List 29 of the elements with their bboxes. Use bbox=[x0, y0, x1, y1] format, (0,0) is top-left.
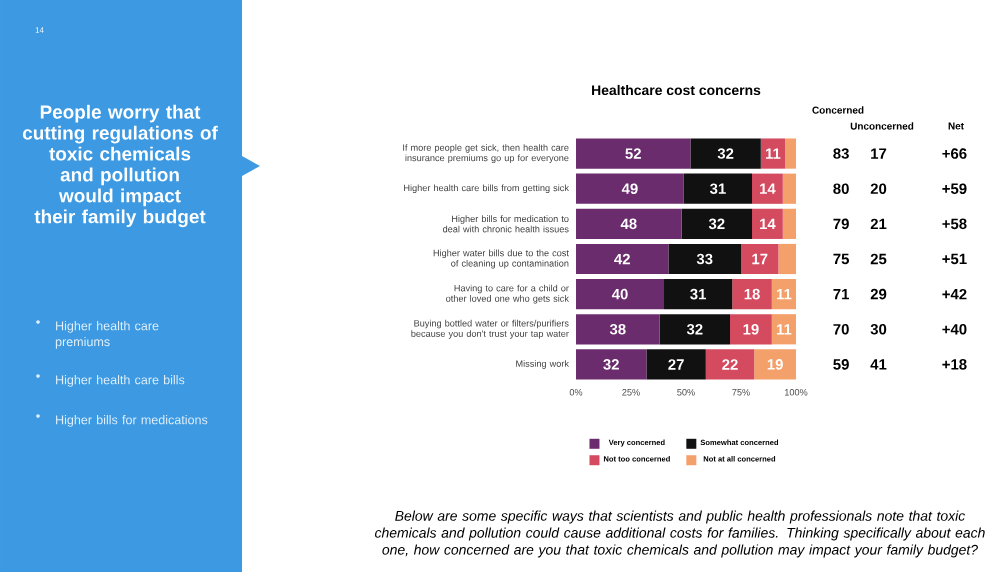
bar bbox=[771, 314, 797, 345]
bar bbox=[778, 243, 797, 275]
bar bbox=[576, 349, 647, 380]
bar bbox=[659, 314, 731, 345]
bar bbox=[664, 279, 733, 310]
bar bbox=[782, 208, 797, 239]
bar bbox=[576, 314, 660, 345]
bar bbox=[730, 314, 772, 345]
bar bbox=[782, 173, 797, 204]
bar bbox=[785, 138, 797, 169]
bar bbox=[705, 349, 755, 380]
bar bbox=[646, 349, 706, 380]
bar bbox=[576, 138, 691, 169]
text: People worry that cutting regulations of toxic chemicals and pollution would impact their family budget bbox=[22, 104, 218, 228]
bar bbox=[771, 279, 797, 310]
bar bbox=[681, 208, 753, 239]
bar bbox=[760, 138, 786, 169]
bar bbox=[668, 243, 742, 275]
bar bbox=[683, 173, 753, 204]
bar bbox=[576, 173, 684, 204]
bar bbox=[741, 243, 779, 275]
bar bbox=[754, 349, 797, 380]
bar bbox=[752, 208, 783, 239]
bar bbox=[576, 208, 682, 239]
bar bbox=[752, 173, 783, 204]
bar bbox=[576, 279, 665, 310]
bar bbox=[732, 279, 772, 310]
bar bbox=[690, 138, 761, 169]
bar bbox=[576, 243, 669, 275]
